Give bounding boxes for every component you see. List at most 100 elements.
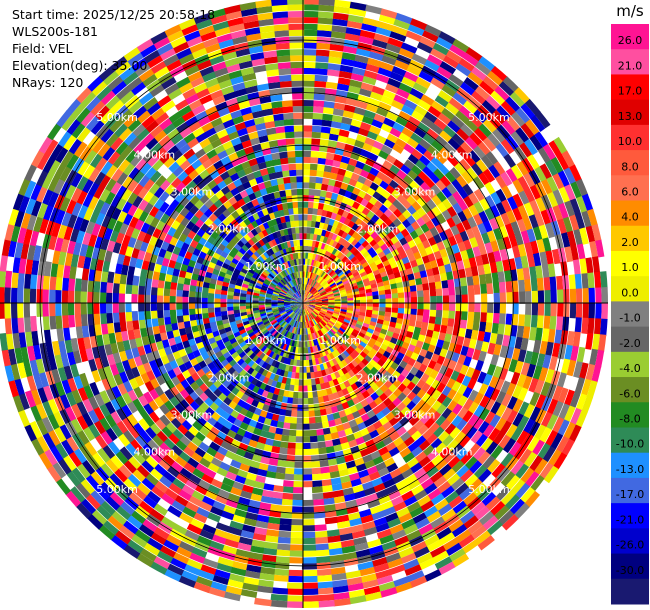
ppi-bin: [405, 30, 423, 43]
ppi-bin: [321, 304, 329, 306]
ppi-bin: [377, 20, 395, 32]
ppi-bin: [42, 302, 50, 317]
ppi-bin: [335, 278, 342, 285]
ppi-bin: [446, 206, 458, 218]
ppi-bin: [317, 287, 324, 292]
ppi-bin: [455, 63, 472, 78]
ppi-bin: [543, 315, 551, 330]
ppi-bin: [105, 291, 113, 303]
ppi-bin: [112, 302, 119, 313]
ppi-bin: [339, 64, 355, 74]
ppi-bin: [340, 298, 348, 302]
ppi-bin: [302, 436, 311, 443]
ppi-bin: [514, 360, 524, 375]
ppi-bin: [347, 220, 356, 229]
ppi-bin: [118, 292, 126, 303]
ppi-bin: [327, 139, 338, 148]
ppi-bin: [395, 276, 403, 284]
ppi-bin: [365, 268, 373, 275]
ppi-bin: [499, 292, 507, 304]
ppi-bin: [314, 80, 328, 89]
ppi-bin: [599, 318, 608, 337]
ppi-bin: [315, 215, 322, 223]
ppi-bin: [427, 322, 435, 332]
ppi-bin: [303, 298, 308, 303]
ppi-bin: [303, 182, 310, 189]
ppi-bin: [303, 23, 319, 31]
ppi-bin: [328, 280, 336, 286]
ppi-bin: [365, 4, 384, 15]
ppi-bin: [536, 353, 546, 369]
ppi-bin: [535, 265, 544, 280]
ppi-bin: [290, 518, 303, 526]
ppi-bin: [302, 537, 316, 545]
ppi-bin: [395, 322, 403, 330]
ppi-bin: [455, 110, 470, 125]
ppi-bin: [336, 269, 343, 276]
ppi-bin: [500, 212, 511, 227]
ppi-bin: [421, 276, 429, 285]
ppi-bin: [544, 368, 555, 385]
ppi-bin: [332, 186, 341, 195]
ppi-bin: [112, 292, 119, 303]
ppi-bin: [540, 209, 552, 226]
ppi-bin: [458, 327, 467, 338]
ppi-bin: [308, 188, 316, 196]
ppi-bin: [461, 294, 469, 304]
ppi-bin: [546, 207, 558, 224]
ppi-bin: [367, 97, 382, 108]
ppi-bin: [443, 125, 457, 139]
ppi-bin: [479, 198, 491, 212]
ppi-bin: [297, 391, 303, 399]
ppi-bin: [309, 239, 314, 247]
ppi-bin: [36, 288, 43, 303]
ppi-bin: [416, 217, 426, 228]
ppi-bin: [359, 296, 367, 301]
ppi-bin: [479, 283, 488, 295]
ppi-bin: [305, 291, 309, 298]
ppi-bin: [306, 366, 311, 373]
ppi-bin: [309, 301, 316, 303]
ppi-bin: [352, 249, 360, 257]
ppi-bin: [339, 215, 347, 224]
ppi-bin: [319, 289, 326, 294]
ppi-bin: [175, 295, 183, 303]
ppi-bin: [488, 217, 500, 231]
ppi-bin: [303, 252, 306, 259]
ppi-bin: [322, 107, 335, 115]
ppi-bin: [429, 303, 437, 311]
ppi-bin: [386, 268, 394, 276]
ppi-bin: [298, 372, 303, 380]
ppi-bin: [309, 265, 313, 273]
ppi-bin: [315, 305, 322, 308]
ppi-bin: [468, 114, 484, 129]
ppi-bin: [309, 303, 316, 305]
ppi-bin: [321, 305, 329, 308]
ppi-bin: [359, 228, 368, 238]
ppi-bin: [362, 163, 373, 173]
ppi-bin: [438, 230, 449, 242]
ppi-bin: [423, 309, 430, 317]
ppi-bin: [80, 302, 88, 315]
ppi-bin: [536, 315, 545, 330]
ppi-bin: [450, 225, 460, 237]
ppi-bin: [297, 398, 303, 405]
ppi-bin: [468, 257, 478, 268]
ppi-bin: [492, 313, 500, 325]
ppi-bin: [417, 303, 424, 310]
ppi-bin: [341, 303, 348, 306]
ppi-bin: [569, 288, 577, 305]
ppi-bin: [524, 314, 532, 328]
ppi-bin: [375, 277, 383, 284]
ppi-bin: [345, 287, 353, 292]
ppi-bin: [364, 254, 373, 262]
ppi-bin: [315, 298, 322, 301]
ppi-bin: [358, 289, 366, 295]
ppi-bin: [330, 37, 346, 46]
ppi-bin: [475, 234, 485, 247]
ppi-bin: [375, 107, 390, 118]
ppi-bin: [131, 311, 139, 321]
ppi-bin: [439, 147, 452, 160]
ppi-bin: [566, 230, 577, 248]
ppi-bin: [317, 241, 323, 249]
